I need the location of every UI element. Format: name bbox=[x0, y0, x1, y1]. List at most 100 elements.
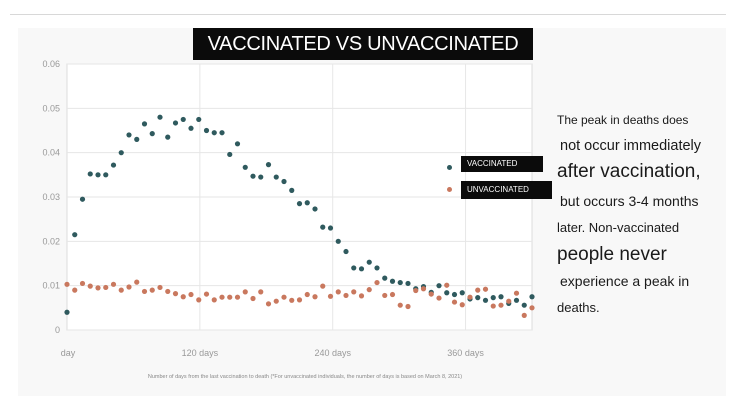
x-tick-label: 240 days bbox=[314, 348, 351, 358]
top-divider bbox=[10, 14, 726, 15]
unvaccinated-point bbox=[196, 297, 202, 303]
vaccinated-point bbox=[95, 172, 101, 178]
unvaccinated-point bbox=[444, 282, 450, 288]
unvaccinated-point bbox=[273, 298, 279, 304]
unvaccinated-point bbox=[188, 291, 194, 298]
side-text-line: experience a peak in bbox=[560, 273, 690, 289]
vaccinated-point bbox=[320, 224, 326, 230]
vaccinated-point bbox=[203, 127, 210, 134]
legend-unvaccinated-marker bbox=[447, 187, 452, 192]
side-text-line: but occurs 3-4 months bbox=[560, 193, 699, 209]
unvaccinated-point bbox=[95, 285, 101, 291]
vaccinated-point bbox=[79, 196, 86, 202]
unvaccinated-point bbox=[72, 287, 78, 293]
unvaccinated-point bbox=[219, 294, 225, 300]
side-text-line: deaths. bbox=[557, 300, 600, 315]
unvaccinated-point bbox=[389, 291, 396, 298]
vaccinated-point bbox=[157, 114, 163, 120]
vaccinated-point bbox=[103, 172, 109, 178]
unvaccinated-point bbox=[134, 279, 140, 285]
vaccinated-point bbox=[343, 248, 349, 255]
vaccinated-point bbox=[304, 200, 310, 206]
unvaccinated-point bbox=[281, 294, 287, 300]
vaccinated-point bbox=[327, 225, 334, 231]
vaccinated-point bbox=[382, 275, 388, 281]
vaccinated-point bbox=[281, 178, 287, 185]
unvaccinated-point bbox=[165, 288, 171, 295]
x-axis-label: Number of days from the last vaccination… bbox=[148, 374, 462, 380]
vaccinated-point bbox=[126, 132, 132, 138]
unvaccinated-point bbox=[211, 297, 217, 303]
unvaccinated-point bbox=[172, 291, 179, 297]
unvaccinated-point bbox=[157, 284, 163, 291]
unvaccinated-point bbox=[141, 288, 148, 295]
side-text-line: later. Non-vaccinated bbox=[557, 220, 680, 235]
vaccinated-point bbox=[459, 290, 465, 296]
unvaccinated-point bbox=[521, 312, 527, 318]
unvaccinated-point bbox=[498, 302, 504, 308]
vaccinated-point bbox=[227, 151, 233, 158]
vaccinated-point bbox=[211, 130, 217, 136]
vaccinated-point bbox=[405, 280, 411, 287]
vaccinated-point bbox=[351, 265, 357, 271]
y-tick-label: 0.06 bbox=[42, 59, 60, 69]
unvaccinated-point bbox=[110, 281, 117, 287]
vaccinated-point bbox=[289, 187, 295, 193]
vaccinated-point bbox=[436, 283, 442, 289]
side-text-line: not occur immediately bbox=[560, 138, 702, 154]
unvaccinated-point bbox=[327, 293, 334, 299]
vaccinated-point bbox=[87, 171, 93, 177]
vaccinated-point bbox=[490, 295, 496, 301]
vaccinated-point bbox=[64, 309, 70, 315]
legend-unvaccinated-label: UNVACCINATED bbox=[461, 181, 552, 199]
unvaccinated-point bbox=[320, 283, 326, 289]
unvaccinated-point bbox=[513, 290, 520, 296]
vaccinated-point bbox=[358, 266, 365, 272]
vaccinated-point bbox=[234, 141, 241, 147]
unvaccinated-point bbox=[265, 301, 272, 307]
vaccinated-point bbox=[335, 238, 341, 244]
unvaccinated-point bbox=[475, 287, 481, 293]
y-tick-label: 0 bbox=[55, 325, 60, 335]
unvaccinated-point bbox=[203, 291, 210, 297]
unvaccinated-point bbox=[482, 286, 489, 292]
vaccinated-point bbox=[265, 162, 272, 168]
unvaccinated-point bbox=[312, 294, 318, 300]
unvaccinated-point bbox=[118, 287, 124, 293]
vaccinated-point bbox=[451, 291, 458, 298]
unvaccinated-point bbox=[490, 303, 496, 309]
vaccinated-point bbox=[149, 131, 155, 137]
unvaccinated-point bbox=[358, 293, 365, 299]
legend-vaccinated-marker bbox=[447, 165, 452, 170]
unvaccinated-point bbox=[428, 291, 434, 297]
vaccinated-point bbox=[188, 125, 194, 131]
x-tick-label: 120 days bbox=[182, 348, 219, 358]
unvaccinated-point bbox=[234, 294, 241, 300]
unvaccinated-point bbox=[382, 292, 388, 299]
unvaccinated-point bbox=[126, 284, 132, 290]
unvaccinated-point bbox=[366, 287, 372, 293]
vaccinated-point bbox=[529, 294, 535, 300]
unvaccinated-point bbox=[374, 279, 380, 286]
vaccinated-point bbox=[134, 136, 140, 142]
unvaccinated-point bbox=[296, 297, 303, 303]
unvaccinated-point bbox=[343, 292, 349, 299]
vaccinated-point bbox=[165, 134, 171, 140]
unvaccinated-point bbox=[180, 294, 186, 300]
unvaccinated-point bbox=[227, 294, 233, 300]
vaccinated-point bbox=[482, 297, 489, 303]
unvaccinated-point bbox=[413, 287, 419, 294]
unvaccinated-point bbox=[397, 302, 403, 308]
vaccinated-point bbox=[475, 295, 481, 301]
vaccinated-point bbox=[118, 150, 124, 156]
unvaccinated-point bbox=[79, 280, 86, 287]
unvaccinated-point bbox=[351, 289, 357, 295]
unvaccinated-point bbox=[250, 295, 256, 302]
side-text-line: after vaccination, bbox=[557, 161, 701, 182]
unvaccinated-point bbox=[405, 303, 411, 310]
vaccinated-point bbox=[250, 173, 256, 179]
unvaccinated-point bbox=[304, 291, 310, 298]
x-tick-label: day bbox=[61, 348, 76, 358]
x-tick-label: 360 days bbox=[447, 348, 484, 358]
